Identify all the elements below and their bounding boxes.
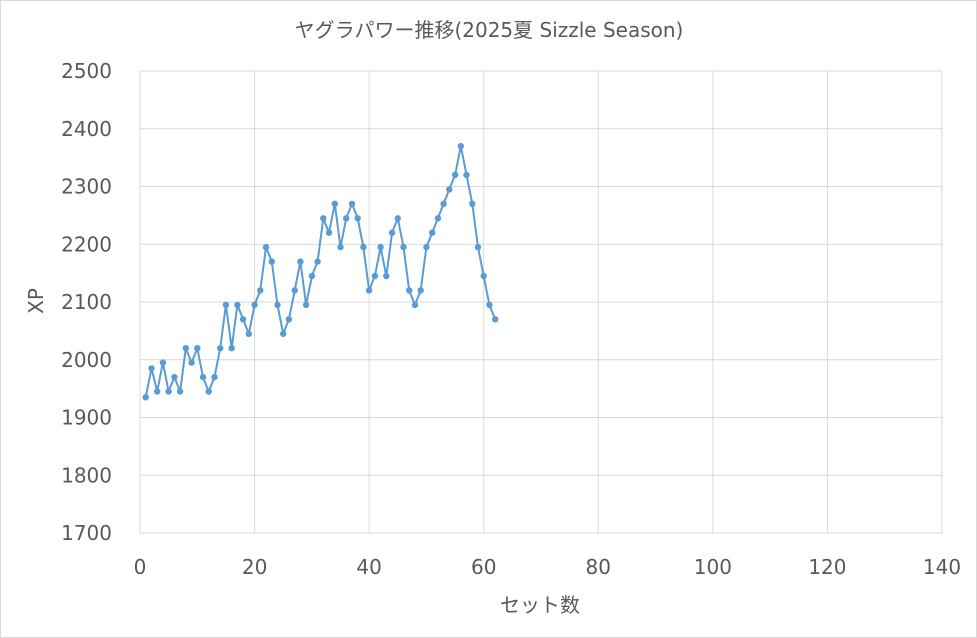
- data-point: [222, 301, 230, 309]
- data-point: [308, 272, 316, 280]
- x-tick-label: 100: [694, 555, 732, 579]
- data-point: [446, 186, 453, 193]
- data-point: [440, 200, 447, 207]
- data-point: [331, 200, 338, 207]
- data-point: [188, 359, 195, 366]
- data-point: [234, 301, 241, 309]
- chart-title: ヤグラパワー推移(2025夏 Sizzle Season): [295, 18, 684, 42]
- data-point: [348, 200, 356, 207]
- data-point: [297, 258, 304, 265]
- data-point: [354, 215, 361, 222]
- data-point: [211, 373, 218, 381]
- y-tick-label: 1900: [61, 406, 112, 430]
- data-point: [474, 243, 482, 251]
- data-point: [280, 330, 287, 337]
- x-tick-label: 20: [242, 555, 267, 579]
- data-point: [417, 287, 424, 294]
- data-point: [285, 316, 293, 323]
- data-point: [400, 243, 407, 251]
- data-point: [268, 258, 275, 265]
- data-point: [245, 330, 252, 337]
- data-point: [165, 388, 172, 395]
- data-point: [154, 388, 161, 395]
- y-tick-label: 2200: [61, 232, 112, 256]
- data-point: [176, 388, 184, 395]
- x-tick-label: 80: [586, 555, 611, 579]
- data-point: [371, 272, 379, 280]
- y-tick-label: 2300: [61, 175, 112, 199]
- data-point: [148, 365, 155, 372]
- gridlines: [139, 70, 943, 534]
- data-series: [142, 142, 499, 401]
- x-tick-label: 140: [923, 555, 961, 579]
- data-point: [423, 243, 430, 251]
- x-axis-title: セット数: [500, 593, 580, 617]
- data-point: [451, 171, 459, 179]
- data-point: [492, 316, 499, 323]
- y-tick-label: 2400: [61, 117, 112, 141]
- data-point: [228, 345, 235, 352]
- data-point: [320, 215, 327, 222]
- data-point: [194, 345, 201, 352]
- data-point: [406, 287, 413, 294]
- data-point: [182, 345, 189, 352]
- data-point: [360, 243, 367, 251]
- data-point: [388, 229, 396, 236]
- data-point: [199, 373, 207, 381]
- x-axis-ticks: 0 20 40 60 80 100 120 140: [134, 555, 961, 579]
- data-point: [291, 287, 298, 294]
- data-point: [302, 301, 310, 309]
- data-point: [314, 258, 321, 265]
- data-point: [171, 373, 178, 381]
- y-tick-label: 1800: [61, 463, 112, 487]
- data-point: [457, 142, 464, 150]
- x-tick-label: 60: [471, 555, 496, 579]
- data-point: [486, 301, 493, 309]
- data-point: [325, 229, 333, 236]
- y-tick-label: 2500: [61, 59, 112, 83]
- data-point: [337, 243, 344, 251]
- data-point: [159, 359, 167, 366]
- data-point: [274, 301, 281, 309]
- data-point: [251, 301, 258, 309]
- data-point: [429, 229, 436, 236]
- data-point: [257, 287, 264, 294]
- data-point: [377, 243, 384, 251]
- data-point: [463, 171, 470, 179]
- data-point: [411, 301, 419, 309]
- x-tick-label: 0: [134, 555, 147, 579]
- y-axis-title: XP: [24, 288, 48, 314]
- data-point: [239, 316, 247, 323]
- data-point: [365, 287, 373, 294]
- data-point: [394, 215, 401, 222]
- data-point: [205, 388, 212, 395]
- data-point: [217, 345, 224, 352]
- y-tick-label: 2100: [61, 290, 112, 314]
- data-point: [383, 272, 390, 280]
- data-point: [480, 272, 487, 280]
- y-axis-ticks: 1700 1800 1900 2000 2100 2200 2300 2400 2500: [61, 59, 112, 545]
- data-point: [434, 215, 442, 222]
- data-point: [469, 200, 476, 207]
- y-tick-label: 1700: [61, 521, 112, 545]
- data-point: [262, 243, 270, 251]
- x-tick-label: 120: [808, 555, 846, 579]
- x-tick-label: 40: [356, 555, 381, 579]
- data-point: [343, 215, 350, 222]
- data-point: [142, 394, 149, 401]
- y-tick-label: 2000: [61, 348, 112, 372]
